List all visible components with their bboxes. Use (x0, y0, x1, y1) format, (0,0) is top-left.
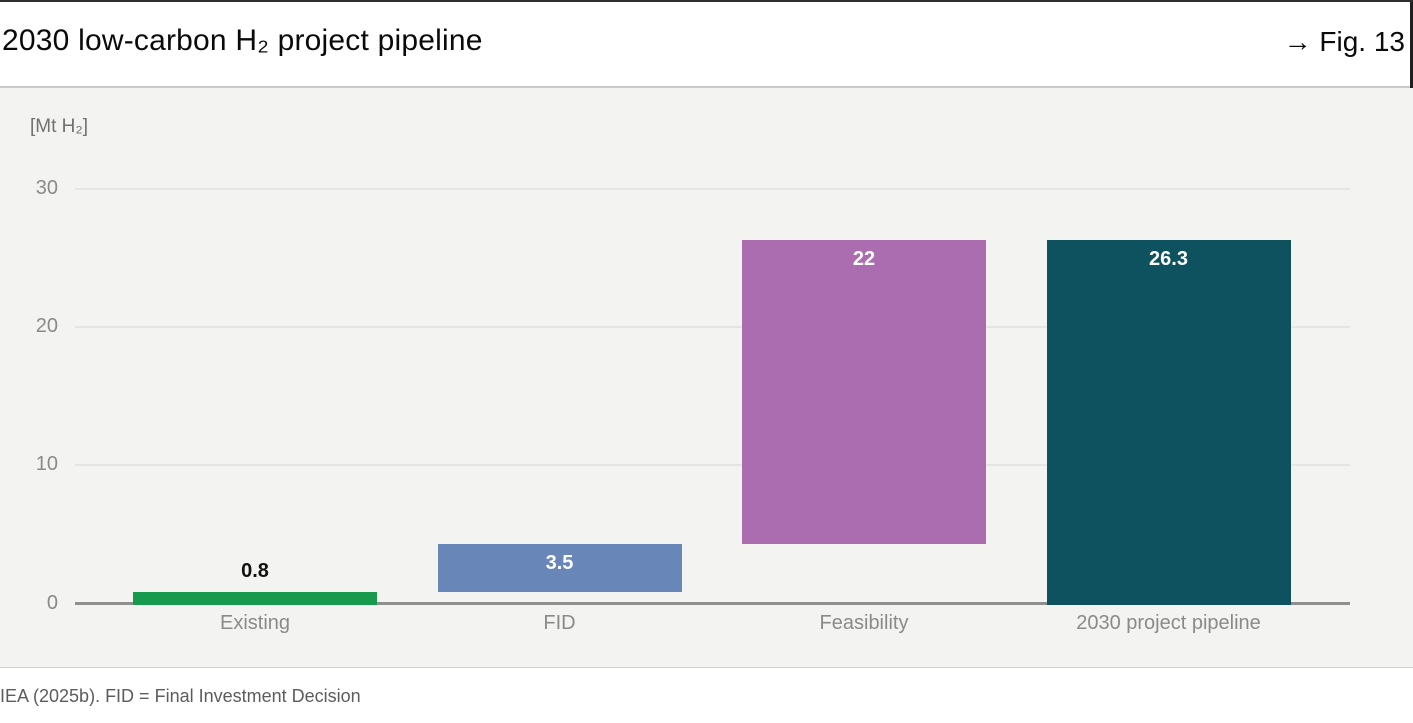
gridline-30 (75, 187, 1350, 190)
y-axis-unit-label: [Mt H₂] (30, 116, 89, 137)
bar-feasibility (742, 239, 986, 544)
bar-value-existing: 0.8 (241, 560, 269, 583)
waterfall-chart: [Mt H₂] 0 10 20 30 0.8 Existing 3.5 FID 22 Feasib… (0, 88, 1413, 668)
bar-fid (437, 544, 682, 593)
header-right-rule (1410, 2, 1413, 88)
bar-value-fid: 3.5 (545, 552, 574, 575)
gridline-20 (75, 325, 1350, 328)
page-title: 2030 low-carbon H₂ project pipeline (2, 24, 483, 57)
category-label-2030-project-pipeline: 2030 project pipeline (1076, 612, 1261, 634)
gridline-10 (75, 464, 1350, 467)
source-note: IEA (2025b). FID = Final Investment Deci… (0, 686, 361, 706)
bar-value-2030-project-pipeline: 26.3 (1149, 247, 1188, 270)
x-axis-line (75, 602, 1350, 605)
bar-2030-project-pipeline (1046, 239, 1291, 605)
y-tick-label-20: 20 (35, 314, 58, 337)
y-tick-label-0: 0 (46, 591, 58, 614)
figure-reference: → Fig. 13 (1283, 26, 1405, 57)
category-label-feasibility: Feasibility (819, 612, 909, 634)
y-tick-label-30: 30 (35, 176, 58, 199)
figure-header: 2030 low-carbon H₂ project pipeline → Fi… (0, 0, 1413, 88)
y-tick-label-10: 10 (35, 453, 58, 476)
figure-footer: IEA (2025b). FID = Final Investment Deci… (0, 668, 1413, 723)
category-label-existing: Existing (219, 612, 291, 634)
category-label-fid: FID (543, 612, 576, 634)
bar-value-feasibility: 22 (852, 247, 876, 270)
bar-existing (133, 592, 377, 605)
